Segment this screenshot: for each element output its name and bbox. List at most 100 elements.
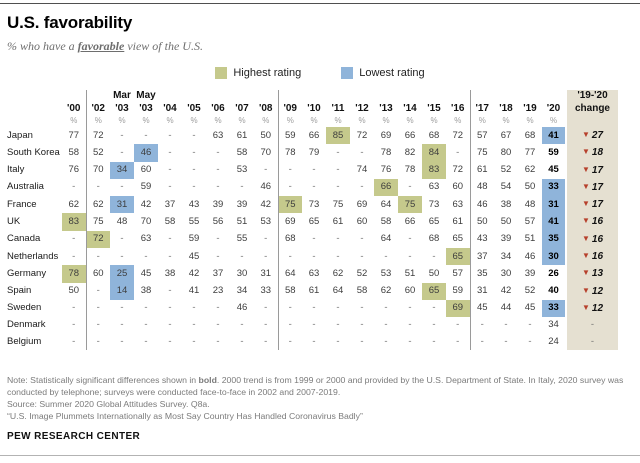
value-cell: 39 [500,233,512,245]
unit-cell: % [238,116,246,125]
month-header [85,90,110,102]
country-label: Germany [7,267,47,279]
year-header: '04 [163,103,177,114]
year-header: '03 [139,103,153,114]
pew-research-center-brand: PEW RESEARCH CENTER [7,430,141,442]
value-cell: - [384,302,388,314]
value-cell: 69 [356,198,368,210]
month-header [206,90,230,102]
value-cell: 35 [469,265,494,283]
year-header: '16 [450,103,465,114]
value-cell: - [408,302,412,314]
value-cell: - [72,233,76,245]
value-cell: 75 [85,213,110,231]
value-cell-highest: 66 [374,178,398,197]
value-cell-lowest: 46 [134,144,158,162]
change-cell: ▼ 16 [565,248,618,266]
value-cell: - [312,250,316,262]
value-cell: - [264,233,268,245]
value-cell: 61 [332,215,344,227]
change-value: 16 [591,251,604,263]
table-header-year-row: '00 '02 '03 '03 '04 '05 '06 '07 '08 '09 '10 '11 '12 '… [7,102,618,115]
top-rule [0,3,640,4]
value-cell: - [85,299,110,318]
year-header: '10 [307,103,321,114]
year-header: '18 [499,103,513,114]
change-value: 12 [591,285,604,297]
value-cell: 60 [356,215,368,227]
unit-cell: % [262,116,270,125]
value-cell: 62 [524,164,536,176]
legend-item-lowest: Lowest rating [341,67,425,79]
table-row: South Korea 58 52-46- - -58 70 78 79- -78 82 84-75… [7,144,618,162]
favorability-table: Mar May '19-'20'00'02'03'03'04'05'06'07'08… [7,90,618,350]
country-label: Australia [7,181,44,193]
change-unit-cell [565,115,618,127]
value-cell: - [384,319,388,331]
change-header-line1: '19-'20 [565,90,618,102]
value-cell: - [120,233,124,245]
unit-cell: % [190,116,198,125]
value-cell-lowest: 33 [542,178,566,197]
value-cell: - [277,333,302,350]
value-cell-lowest: 31 [110,196,134,214]
value-cell: 52 [356,267,368,279]
value-cell: 45 [548,164,559,176]
value-cell: 42 [500,285,512,297]
month-header: Mar [113,90,131,101]
value-cell: 41 [188,285,200,297]
change-cell: ▼ 16 [565,230,618,249]
country-label: Netherlands [7,250,59,262]
value-cell: 61 [452,215,464,227]
value-cell: - [264,302,268,314]
value-cell: 37 [164,198,176,210]
month-header [446,90,470,102]
decrease-arrow-icon: ▼ [581,181,590,191]
table-row: Spain 50-14 38-41 23 34 33 58 61 64 58 62 60 65 59 31 4… [7,282,618,300]
value-cell: 46 [260,181,272,193]
value-cell: 69 [380,129,392,141]
unit-cell: % [166,116,174,125]
value-cell: - [168,250,172,262]
country-label: Belgium [7,335,42,347]
change-value: 17 [591,199,604,211]
value-cell: 59 [548,146,559,158]
value-cell: - [192,319,196,331]
change-cell: ▼ 18 [565,144,618,162]
table-row: Germany 78 60 25 45 38 42 37 30 31 64 63 62 52 53 51 50 5… [7,265,618,283]
value-cell: 60 [404,285,416,297]
subtitle-prefix: % who have a [7,39,78,53]
value-cell: 56 [212,215,224,227]
year-header: '15 [427,103,441,114]
value-cell: - [240,335,244,347]
value-cell: - [336,146,340,158]
year-header: '06 [211,103,225,114]
value-cell: - [120,302,124,314]
change-cell: ▼ 12 [565,282,618,300]
value-cell: - [264,164,268,176]
value-cell: 60 [85,265,110,283]
value-cell: 82 [404,146,416,158]
value-cell: 43 [188,198,200,210]
country-label: Canada [7,233,41,245]
country-label: UK [7,215,21,227]
value-cell: - [456,319,460,331]
bottom-rule [0,455,640,456]
value-cell: 68 [524,129,536,141]
value-cell: - [528,335,532,347]
value-cell: 42 [140,198,152,210]
unit-cell: % [334,116,342,125]
value-cell: - [72,250,76,262]
value-cell: - [432,335,436,347]
note-prefix: Note: Statistically significant differen… [7,374,199,385]
unit-cell: % [310,116,318,125]
value-cell: 66 [308,129,320,141]
change-cell: ▼ 17 [565,196,618,214]
value-cell: - [504,319,508,331]
value-cell: 34 [500,250,512,262]
value-cell-highest: 83 [62,213,86,231]
value-cell: 61 [308,285,320,297]
unit-cell: % [430,116,438,125]
value-cell: 30 [236,267,248,279]
value-cell: 58 [68,146,80,158]
